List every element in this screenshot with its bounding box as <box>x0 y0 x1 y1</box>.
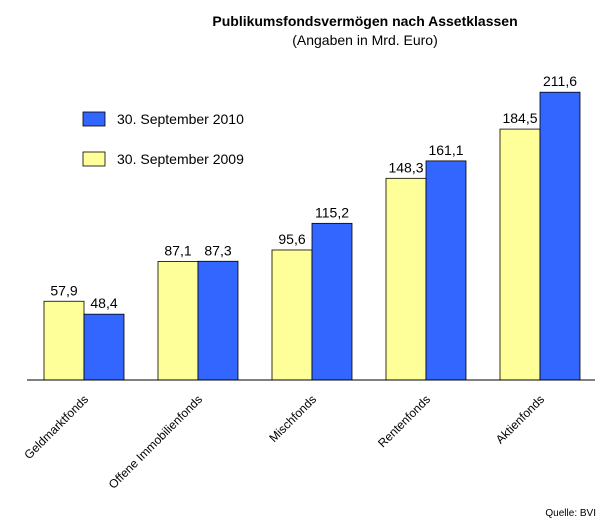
bar <box>157 261 199 381</box>
value-label: 115,2 <box>315 204 349 220</box>
bar <box>539 91 581 381</box>
value-label: 161,1 <box>428 142 463 158</box>
bar <box>499 128 541 381</box>
value-label: 184,5 <box>502 110 537 126</box>
bar <box>385 177 427 381</box>
source-note: Quelle: BVI <box>545 508 596 518</box>
x-tick-label: Mischfonds <box>266 392 319 445</box>
bar <box>271 249 313 381</box>
bar <box>83 313 125 381</box>
value-label: 87,3 <box>204 242 231 258</box>
x-tick-label: Aktienfonds <box>493 392 547 446</box>
value-label: 57,9 <box>50 282 77 298</box>
x-tick-label: Offene Immobilienfonds <box>106 392 205 491</box>
bar <box>425 160 467 381</box>
value-label: 211,6 <box>543 73 577 89</box>
x-tick-label: Rentenfonds <box>375 392 433 450</box>
legend-swatch <box>82 111 106 127</box>
bar <box>43 300 85 381</box>
value-label: 48,4 <box>90 295 117 311</box>
bar <box>311 222 353 381</box>
legend-swatch <box>82 151 106 167</box>
value-label: 148,3 <box>388 159 423 175</box>
legend-label: 30. September 2010 <box>117 111 244 127</box>
x-tick-label: Geldmarktfonds <box>21 392 91 462</box>
chart-subtitle: (Angaben in Mrd. Euro) <box>292 32 438 48</box>
bar <box>197 260 239 381</box>
chart-title: Publikumsfondsvermögen nach Assetklassen <box>212 13 517 29</box>
value-label: 95,6 <box>278 231 305 247</box>
legend-label: 30. September 2009 <box>117 151 244 167</box>
value-label: 87,1 <box>164 243 191 259</box>
